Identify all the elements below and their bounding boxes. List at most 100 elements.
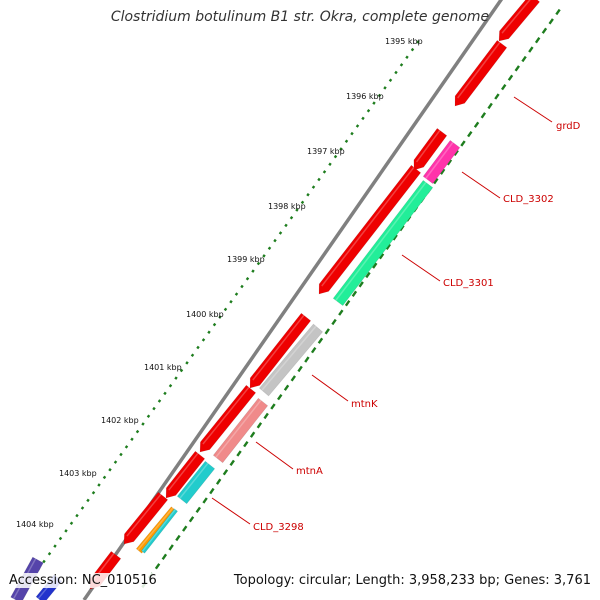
tick-dot bbox=[215, 478, 222, 485]
tick-dot bbox=[163, 391, 167, 396]
tick-dot bbox=[256, 261, 261, 266]
tick-dot bbox=[338, 309, 344, 316]
tick-dot bbox=[212, 322, 217, 327]
tick-label: 1399 kbp bbox=[227, 255, 265, 264]
tick-dot bbox=[249, 431, 256, 438]
tick-dot bbox=[405, 55, 409, 60]
tick-dot bbox=[130, 437, 134, 441]
gene-label-leader bbox=[461, 171, 501, 199]
gene-arrow-red-4[interactable] bbox=[318, 164, 422, 295]
tick-dot bbox=[521, 55, 527, 63]
tick-label: 1402 kbp bbox=[101, 416, 139, 425]
tick-dot bbox=[267, 246, 272, 251]
tick-dot bbox=[555, 8, 561, 16]
gene-label-leader bbox=[513, 96, 553, 123]
tick-dot bbox=[351, 290, 358, 297]
gene-teal-small-highlight bbox=[141, 508, 176, 552]
tick-dot bbox=[460, 140, 466, 147]
tick-dot bbox=[350, 131, 354, 136]
tick-dot bbox=[333, 154, 338, 159]
tick-dot bbox=[377, 93, 382, 98]
tick-label: 1404 kbp bbox=[16, 520, 54, 529]
gene-mtnK[interactable] bbox=[258, 323, 324, 397]
tick-dot bbox=[182, 525, 188, 532]
tick-dot bbox=[141, 422, 145, 426]
tick-dot bbox=[365, 271, 371, 279]
accession-info: Accession: NC_010516 bbox=[9, 573, 157, 588]
tick-dot bbox=[317, 177, 321, 182]
tick-dot bbox=[304, 356, 310, 363]
tick-dot bbox=[256, 422, 263, 429]
tick-dot bbox=[168, 383, 173, 388]
gene-arrow-red-6-highlight bbox=[202, 386, 250, 445]
gene-arrow-red-5-highlight bbox=[252, 314, 305, 381]
gene-label-CLD_3298[interactable]: CLD_3298 bbox=[253, 522, 304, 533]
tick-dot bbox=[234, 292, 239, 296]
gene-arrow-red-3[interactable] bbox=[413, 127, 448, 171]
tick-label: 1397 kbp bbox=[307, 147, 345, 156]
gene-label-CLD_3301[interactable]: CLD_3301 bbox=[443, 278, 494, 289]
gene-label-CLD_3302[interactable]: CLD_3302 bbox=[503, 194, 554, 205]
tick-dot bbox=[290, 375, 297, 382]
tick-dot bbox=[80, 506, 85, 510]
tick-dot bbox=[453, 149, 459, 157]
gene-arrow-red-8[interactable] bbox=[123, 491, 169, 545]
tick-dot bbox=[86, 498, 90, 503]
tick-dot bbox=[446, 159, 453, 166]
tick-dot bbox=[229, 299, 233, 304]
tick-dot bbox=[328, 162, 332, 166]
gene-arrow-red-7[interactable] bbox=[165, 450, 206, 499]
gene-arrow-red-2[interactable] bbox=[454, 39, 508, 107]
gene-CLD_3302[interactable] bbox=[422, 139, 461, 185]
tick-dot bbox=[75, 513, 79, 518]
gene-label-mtnA[interactable]: mtnA bbox=[296, 466, 323, 477]
gene-arrow-red-6[interactable] bbox=[199, 384, 257, 453]
tick-dot bbox=[251, 269, 255, 273]
tick-dot bbox=[222, 469, 229, 476]
tick-dot bbox=[534, 37, 541, 44]
gene-CLD_3301[interactable] bbox=[332, 179, 434, 307]
gene-arrow-red-4-highlight bbox=[321, 166, 415, 287]
tick-dot bbox=[378, 253, 385, 260]
tick-dot bbox=[416, 40, 420, 44]
tick-dot bbox=[47, 552, 52, 556]
tick-dot bbox=[277, 393, 283, 401]
tick-dot bbox=[331, 318, 337, 326]
tick-dot bbox=[514, 65, 520, 72]
gene-CLD_3298-highlight bbox=[179, 462, 209, 499]
tick-dot bbox=[372, 262, 378, 269]
gene-label-mtnK[interactable]: mtnK bbox=[351, 399, 378, 410]
tick-dot bbox=[102, 475, 107, 480]
tick-dot bbox=[311, 185, 316, 189]
tick-dot bbox=[97, 483, 101, 487]
tick-dot bbox=[541, 27, 548, 34]
tick-label: 1400 kbp bbox=[186, 310, 224, 319]
tick-dot bbox=[196, 345, 200, 350]
tick-label: 1396 kbp bbox=[346, 92, 384, 101]
tick-label: 1395 kbp bbox=[385, 37, 423, 46]
gene-label-leader bbox=[311, 374, 349, 402]
tick-dot bbox=[355, 124, 360, 128]
tick-dot bbox=[188, 516, 195, 523]
gene-mtnA[interactable] bbox=[212, 397, 269, 464]
gene-CLD_3302-highlight bbox=[425, 141, 454, 179]
gene-label-leader bbox=[401, 254, 441, 282]
gene-CLD_3298[interactable] bbox=[176, 460, 216, 505]
tick-dot bbox=[433, 177, 439, 185]
gene-arrow-red-1[interactable] bbox=[498, 0, 541, 42]
tick-dot bbox=[108, 468, 112, 472]
tick-dot bbox=[53, 544, 57, 548]
gene-arrow-red-7-highlight bbox=[168, 452, 199, 491]
inner-tick-dots bbox=[141, 8, 561, 589]
tick-dot bbox=[218, 315, 222, 319]
accession-value: NC_010516 bbox=[81, 573, 157, 588]
gene-teal-small[interactable] bbox=[140, 508, 179, 554]
tick-dot bbox=[507, 74, 514, 81]
tick-dot bbox=[278, 231, 283, 235]
gene-arrow-red-5[interactable] bbox=[249, 312, 312, 389]
tick-dot bbox=[344, 139, 349, 144]
gene-label-grdD[interactable]: grdD bbox=[556, 121, 581, 132]
gene-orange-highlight bbox=[137, 507, 174, 551]
